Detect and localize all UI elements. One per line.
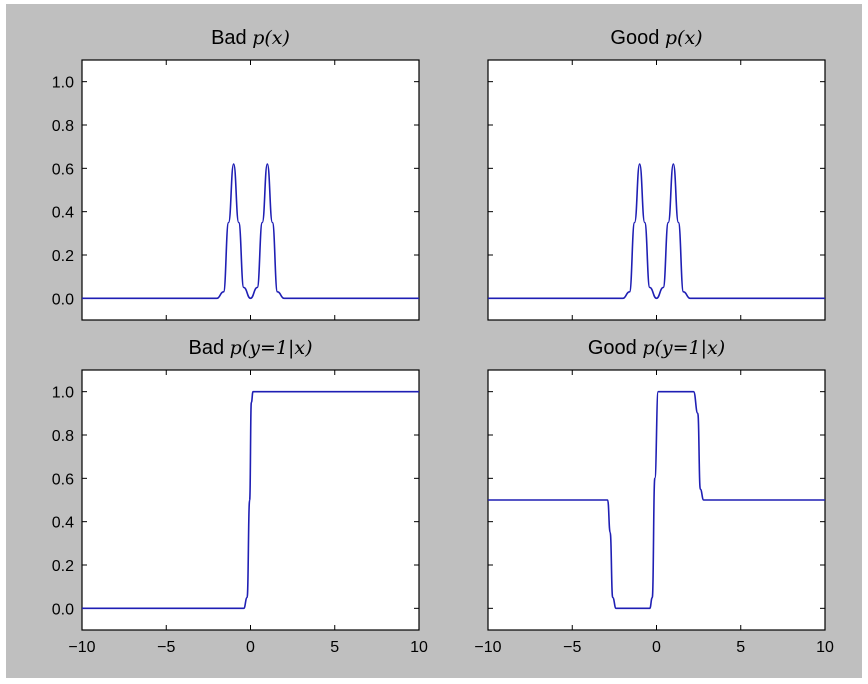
y-tick-label: 0.2 bbox=[52, 248, 74, 265]
title-word: Good bbox=[610, 27, 664, 49]
plot-area bbox=[81, 369, 420, 631]
y-tick-label: 0.8 bbox=[52, 428, 74, 445]
y-tick-label: 0.0 bbox=[52, 601, 74, 618]
title-word: Bad bbox=[211, 27, 252, 49]
series-line bbox=[488, 390, 825, 610]
plot-area bbox=[487, 59, 826, 321]
title-math: p(y=1|x) bbox=[642, 337, 725, 359]
title-math: p(y=1|x) bbox=[230, 337, 313, 359]
y-tick-label: 0.0 bbox=[52, 291, 74, 308]
figure: Bad p(x) 0.0 0.2 0.4 0.6 0.8 1.0 Good p(x) Bad p… bbox=[6, 4, 862, 678]
x-tick-label: 5 bbox=[330, 639, 339, 656]
chart-panel-4: Good p(y=1|x) −10 −5 0 5 10 bbox=[474, 337, 834, 656]
y-tick-label: 0.6 bbox=[52, 161, 74, 178]
title-word: Good bbox=[588, 337, 642, 359]
x-tick-label: 0 bbox=[652, 639, 661, 656]
series-line bbox=[81, 390, 420, 610]
y-tick-label: 0.8 bbox=[52, 118, 74, 135]
series-line bbox=[488, 163, 825, 300]
chart-title: Bad p(y=1|x) bbox=[188, 337, 312, 359]
chart-title: Good p(x) bbox=[610, 27, 702, 49]
x-tick-label: −10 bbox=[474, 639, 501, 656]
y-tick-label: 0.4 bbox=[52, 205, 74, 222]
y-tick-label: 1.0 bbox=[52, 385, 74, 402]
title-math: p(x) bbox=[665, 27, 703, 49]
chart-panel-2: Good p(x) bbox=[487, 27, 826, 321]
y-tick-label: 0.4 bbox=[52, 515, 74, 532]
plot-area bbox=[81, 59, 420, 321]
y-tick-label: 1.0 bbox=[52, 75, 74, 92]
x-tick-label: −5 bbox=[563, 639, 581, 656]
chart-title: Bad p(x) bbox=[211, 27, 290, 49]
y-tick-label: 0.6 bbox=[52, 471, 74, 488]
x-tick-label: 5 bbox=[736, 639, 745, 656]
chart-title: Good p(y=1|x) bbox=[588, 337, 725, 359]
title-math: p(x) bbox=[252, 27, 290, 49]
x-tick-label: 10 bbox=[816, 639, 834, 656]
y-tick-label: 0.2 bbox=[52, 558, 74, 575]
series-line bbox=[82, 163, 419, 300]
title-word: Bad bbox=[188, 337, 229, 359]
x-tick-label: 0 bbox=[246, 639, 255, 656]
x-tick-label: −5 bbox=[157, 639, 175, 656]
x-tick-label: −10 bbox=[68, 639, 95, 656]
x-tick-label: 10 bbox=[410, 639, 428, 656]
chart-panel-3: Bad p(y=1|x) −10 −5 0 5 10 0.0 0.2 0.4 0.6 0.8 1.0 bbox=[52, 337, 428, 656]
chart-panel-1: Bad p(x) 0.0 0.2 0.4 0.6 0.8 1.0 bbox=[52, 27, 420, 321]
